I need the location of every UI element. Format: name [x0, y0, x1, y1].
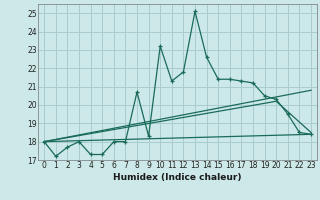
X-axis label: Humidex (Indice chaleur): Humidex (Indice chaleur) [113, 173, 242, 182]
